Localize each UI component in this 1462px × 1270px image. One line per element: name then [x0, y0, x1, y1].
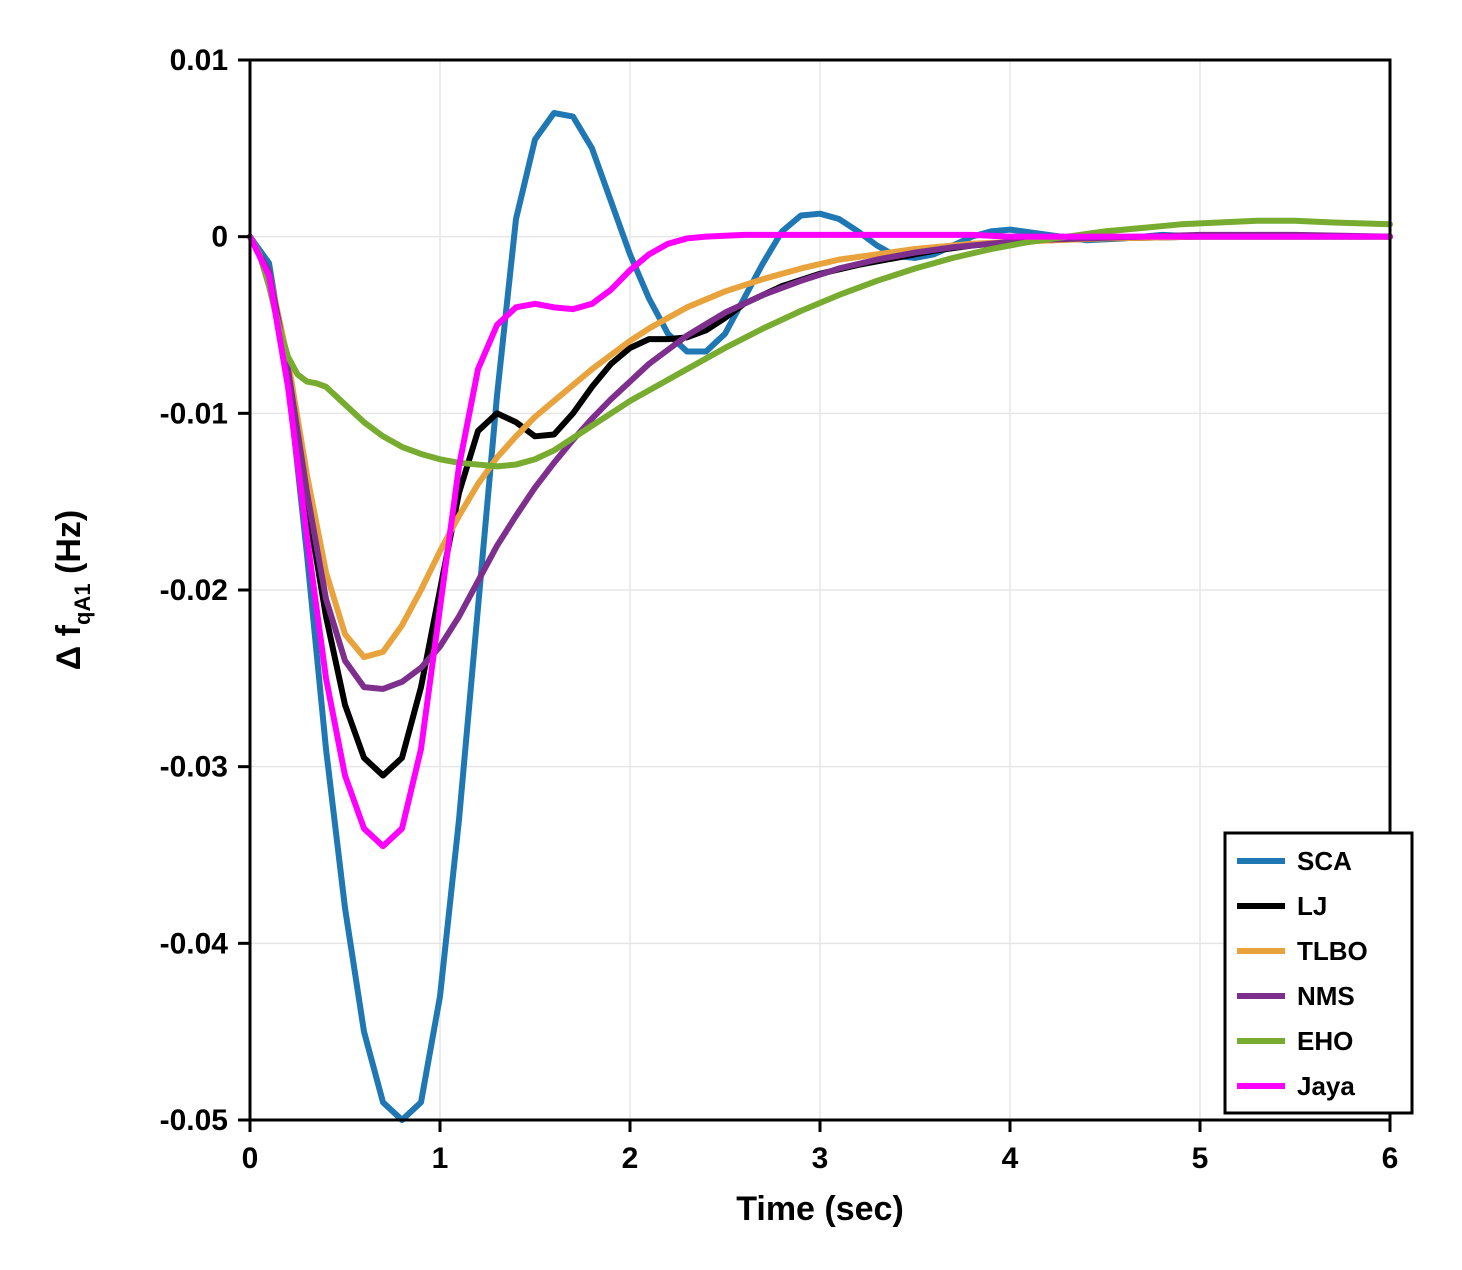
legend-label-Jaya: Jaya — [1297, 1071, 1355, 1101]
ytick-label: 0.01 — [170, 44, 228, 77]
xtick-label: 3 — [812, 1142, 829, 1175]
xtick-label: 4 — [1002, 1142, 1019, 1175]
x-axis-label: Time (sec) — [736, 1190, 904, 1228]
chart-container: 0 1 2 3 4 5 6 -0.05 -0.04 -0.03 -0.02 -0.01 0 0.01 Tim… — [0, 0, 1462, 1270]
legend-label-LJ: LJ — [1297, 891, 1327, 921]
xtick-label: 5 — [1192, 1142, 1209, 1175]
ytick-label: -0.03 — [160, 751, 228, 784]
ytick-label: -0.04 — [160, 927, 229, 960]
xtick-label: 2 — [622, 1142, 639, 1175]
legend: SCA LJ TLBO NMS EHO Jaya — [1225, 833, 1412, 1113]
line-chart: 0 1 2 3 4 5 6 -0.05 -0.04 -0.03 -0.02 -0.01 0 0.01 Tim… — [0, 0, 1462, 1270]
xtick-label: 0 — [242, 1142, 259, 1175]
xtick-label: 6 — [1382, 1142, 1399, 1175]
xtick-label: 1 — [432, 1142, 449, 1175]
ytick-label: -0.05 — [160, 1104, 228, 1137]
legend-label-SCA: SCA — [1297, 846, 1352, 876]
ytick-label: 0 — [211, 221, 228, 254]
legend-label-EHO: EHO — [1297, 1026, 1353, 1056]
ytick-label: -0.01 — [160, 397, 228, 430]
legend-label-TLBO: TLBO — [1297, 936, 1368, 966]
ytick-label: -0.02 — [160, 574, 228, 607]
legend-label-NMS: NMS — [1297, 981, 1355, 1011]
